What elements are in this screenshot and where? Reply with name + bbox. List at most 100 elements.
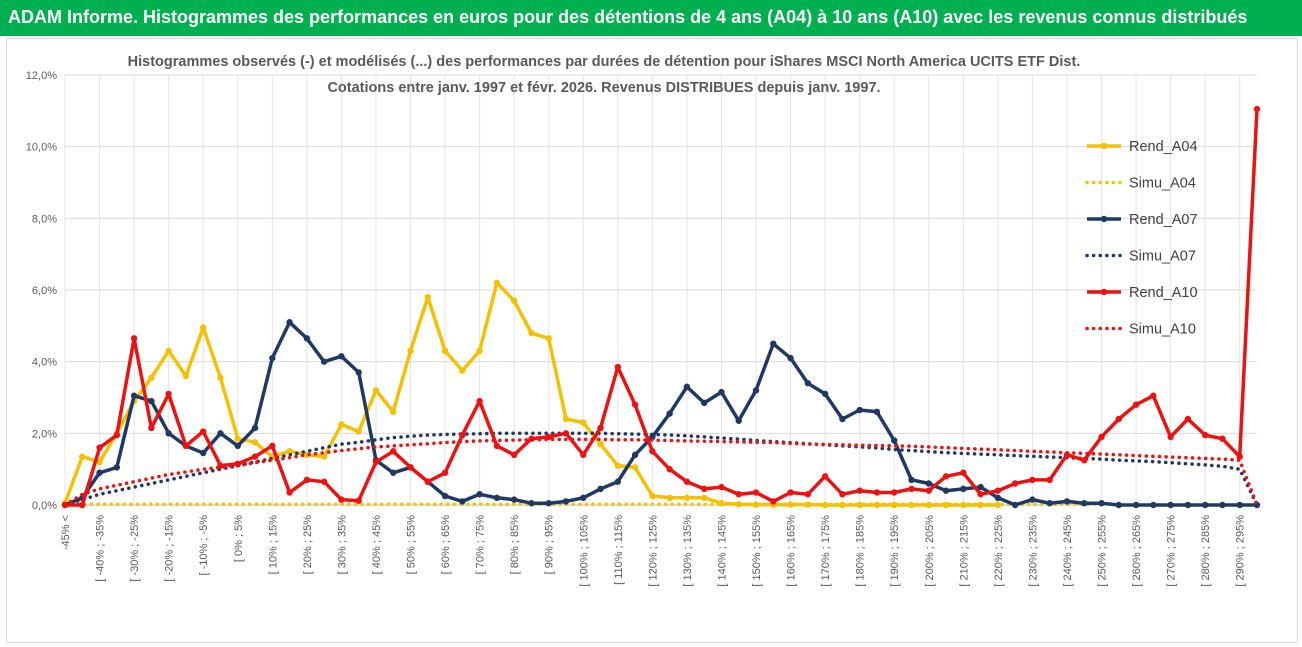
data-point bbox=[631, 451, 639, 459]
data-point bbox=[493, 494, 501, 502]
data-point bbox=[303, 476, 311, 484]
data-point bbox=[908, 476, 915, 484]
legend-label: Rend_A04 bbox=[1129, 139, 1198, 155]
data-point bbox=[804, 491, 812, 498]
data-point bbox=[1115, 501, 1122, 509]
y-tick-label: 2,0% bbox=[32, 428, 57, 440]
legend-label: Simu_A04 bbox=[1129, 176, 1196, 192]
data-point bbox=[614, 462, 622, 469]
data-point bbox=[770, 340, 777, 347]
data-point bbox=[1029, 476, 1036, 484]
data-point bbox=[545, 500, 552, 507]
data-point bbox=[1115, 415, 1122, 423]
data-point bbox=[735, 491, 742, 498]
data-point bbox=[580, 419, 587, 426]
data-point bbox=[1253, 105, 1261, 113]
data-point bbox=[597, 440, 604, 448]
data-point bbox=[787, 354, 794, 362]
data-point bbox=[1063, 498, 1071, 505]
data-point bbox=[1236, 453, 1243, 460]
legend: Rend_A04 Simu_A04 Rend_A07 Simu_A07 Rend_A10… bbox=[1085, 139, 1198, 338]
data-point bbox=[476, 397, 483, 405]
data-point bbox=[752, 489, 760, 496]
data-point bbox=[493, 279, 501, 287]
data-point bbox=[338, 421, 345, 428]
x-tick-label: [ 250% ; 255% bbox=[1097, 515, 1109, 587]
y-tick-label: 10,0% bbox=[26, 142, 57, 154]
data-point bbox=[1219, 501, 1226, 509]
data-point bbox=[683, 383, 691, 390]
series-simu_a10 bbox=[63, 437, 1259, 507]
data-point bbox=[113, 431, 121, 439]
x-tick-label: [ 10% ; 15% bbox=[267, 515, 279, 575]
data-point bbox=[372, 387, 380, 394]
data-point bbox=[545, 335, 552, 342]
data-point bbox=[459, 498, 466, 505]
data-point bbox=[234, 442, 241, 450]
data-point bbox=[182, 442, 190, 450]
data-point bbox=[528, 500, 535, 507]
line-chart: 0,0% 2,0% 4,0% 6,0% 8,0% 10,0% 12,0% -45% < [ -4… bbox=[26, 54, 1261, 587]
legend-label: Simu_A07 bbox=[1129, 249, 1196, 265]
data-point bbox=[1046, 500, 1053, 507]
series-rend_a07 bbox=[61, 319, 1261, 509]
legend-item: Simu_A07 bbox=[1085, 249, 1196, 265]
x-tick-label: [ 180% ; 185% bbox=[855, 515, 867, 587]
data-point bbox=[908, 485, 915, 493]
data-point bbox=[251, 439, 259, 446]
data-point bbox=[130, 392, 138, 399]
data-point bbox=[977, 483, 984, 491]
data-point bbox=[562, 498, 570, 505]
legend-item: Rend_A07 bbox=[1087, 212, 1198, 228]
data-point bbox=[580, 494, 587, 502]
y-tick-label: 6,0% bbox=[32, 285, 57, 297]
series-line bbox=[63, 431, 1259, 507]
legend-marker bbox=[1100, 142, 1108, 150]
data-point bbox=[718, 388, 725, 396]
legend-label: Simu_A10 bbox=[1129, 322, 1196, 338]
data-point bbox=[942, 487, 950, 494]
data-point bbox=[631, 464, 639, 471]
legend-item: Simu_A10 bbox=[1085, 322, 1196, 338]
data-point bbox=[459, 431, 466, 439]
data-point bbox=[925, 487, 932, 494]
y-tick-label: 0,0% bbox=[32, 500, 57, 512]
x-tick-label: [ 240% ; 245% bbox=[1062, 515, 1074, 587]
data-point bbox=[148, 397, 155, 405]
data-point bbox=[79, 453, 86, 460]
data-point bbox=[355, 497, 362, 504]
data-point bbox=[1098, 500, 1105, 507]
data-point bbox=[977, 491, 984, 498]
data-point bbox=[390, 448, 397, 455]
data-point bbox=[891, 489, 898, 496]
data-point bbox=[718, 483, 725, 491]
data-point bbox=[821, 473, 829, 480]
data-point bbox=[666, 410, 673, 417]
data-point bbox=[839, 415, 846, 423]
x-tick-label: [ 160% ; 165% bbox=[786, 515, 798, 587]
y-tick-label: 4,0% bbox=[32, 357, 57, 369]
data-point bbox=[320, 478, 328, 485]
series-rend_a04 bbox=[61, 279, 1002, 509]
series-lines bbox=[61, 105, 1261, 509]
x-tick-label: [ 90% ; 95% bbox=[544, 515, 556, 575]
data-point bbox=[1029, 496, 1036, 503]
data-point bbox=[1081, 457, 1088, 464]
data-point bbox=[700, 494, 708, 502]
data-point bbox=[1236, 501, 1243, 509]
data-point bbox=[510, 451, 518, 459]
x-tick-label: [ -30% ; -25% bbox=[129, 515, 141, 582]
data-point bbox=[320, 453, 328, 460]
x-tick-label: [ -20% ; -15% bbox=[164, 515, 176, 582]
series-simu_a07 bbox=[63, 431, 1259, 507]
x-tick-label: [ 60% ; 65% bbox=[440, 515, 452, 575]
data-point bbox=[251, 424, 259, 432]
data-point bbox=[994, 487, 1002, 494]
data-point bbox=[821, 390, 829, 398]
data-point bbox=[165, 390, 172, 398]
data-point bbox=[856, 487, 863, 494]
x-tick-label: [ 70% ; 75% bbox=[475, 515, 487, 575]
data-point bbox=[1219, 435, 1226, 442]
x-tick-label: [ 230% ; 235% bbox=[1027, 515, 1039, 587]
data-point bbox=[942, 501, 950, 509]
